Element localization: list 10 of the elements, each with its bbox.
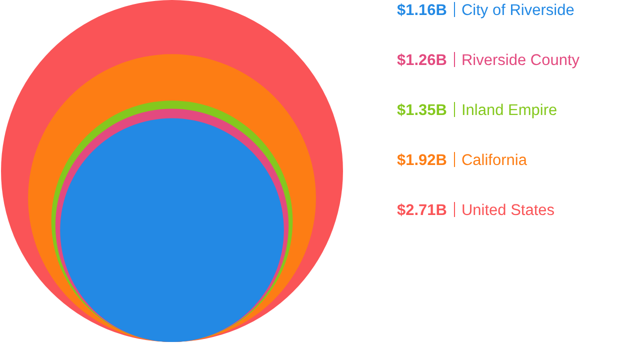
category-label: Riverside County [461,52,580,69]
category-label: Inland Empire [461,102,558,119]
data-label: $1.26B [397,52,447,69]
data-label: $2.71B [397,202,447,219]
category-label: City of Riverside [461,2,574,19]
data-label: $1.35B [397,102,447,119]
category-label: United States [461,202,555,219]
category-label: California [461,152,527,169]
data-label: $1.92B [397,152,447,169]
data-label: $1.16B [397,2,447,19]
